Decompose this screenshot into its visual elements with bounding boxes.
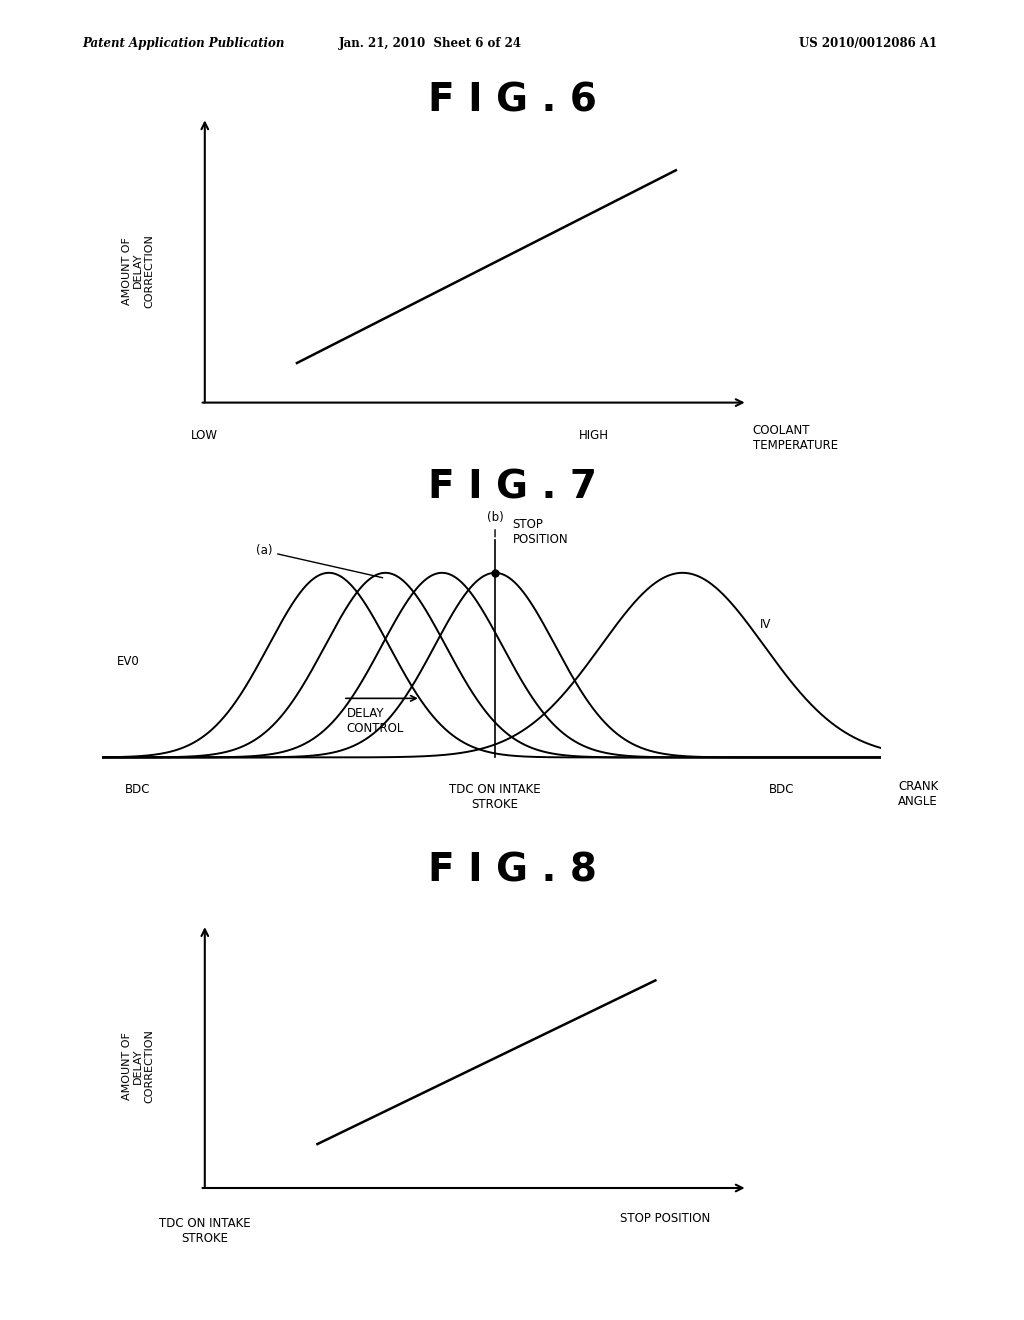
Text: BDC: BDC xyxy=(125,783,151,796)
Text: STOP POSITION: STOP POSITION xyxy=(621,1212,711,1225)
Text: AMOUNT OF
DELAY
CORRECTION: AMOUNT OF DELAY CORRECTION xyxy=(122,1030,155,1102)
Text: IV: IV xyxy=(761,618,772,631)
Text: STOP
POSITION: STOP POSITION xyxy=(513,519,568,546)
Text: F I G . 7: F I G . 7 xyxy=(427,469,597,507)
Text: F I G . 6: F I G . 6 xyxy=(428,82,596,120)
Text: COOLANT
TEMPERATURE: COOLANT TEMPERATURE xyxy=(753,424,838,451)
Text: EV0: EV0 xyxy=(117,655,139,668)
Text: CRANK
ANGLE: CRANK ANGLE xyxy=(898,780,939,808)
Text: TDC ON INTAKE
STROKE: TDC ON INTAKE STROKE xyxy=(450,783,541,812)
Text: (b): (b) xyxy=(486,511,504,537)
Text: AMOUNT OF
DELAY
CORRECTION: AMOUNT OF DELAY CORRECTION xyxy=(122,234,155,308)
Text: Jan. 21, 2010  Sheet 6 of 24: Jan. 21, 2010 Sheet 6 of 24 xyxy=(339,37,521,50)
Text: Patent Application Publication: Patent Application Publication xyxy=(82,37,285,50)
Text: F I G . 8: F I G . 8 xyxy=(428,851,596,890)
Text: HIGH: HIGH xyxy=(579,429,609,442)
Text: US 2010/0012086 A1: US 2010/0012086 A1 xyxy=(799,37,937,50)
Text: (a): (a) xyxy=(256,544,383,578)
Text: TDC ON INTAKE
STROKE: TDC ON INTAKE STROKE xyxy=(159,1217,251,1245)
Text: BDC: BDC xyxy=(769,783,795,796)
Text: DELAY
CONTROL: DELAY CONTROL xyxy=(346,706,403,734)
Text: LOW: LOW xyxy=(191,429,218,442)
